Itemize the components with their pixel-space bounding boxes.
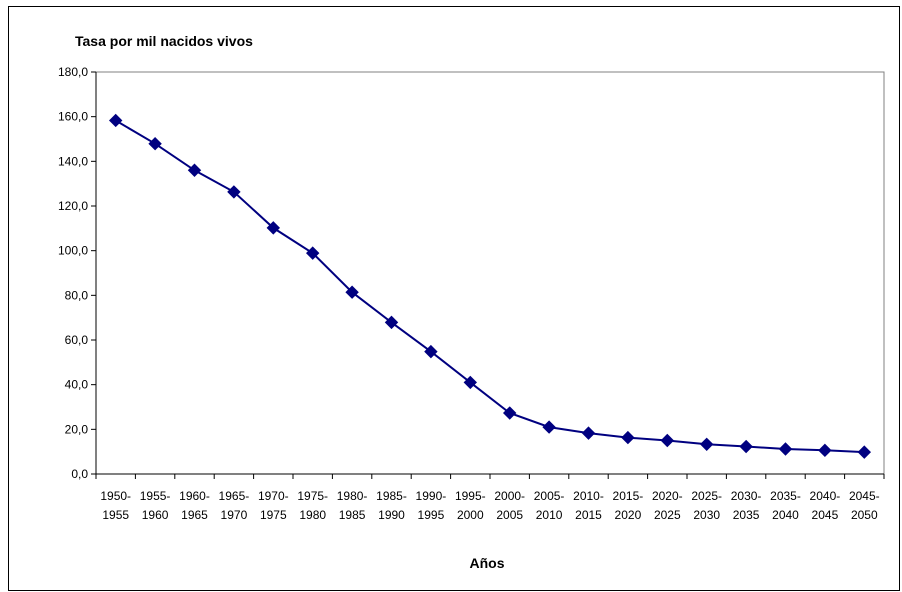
data-point xyxy=(818,443,832,458)
y-axis: 0,0 20,0 40,0 60,0 80,0 100,0 120,0 140,0 160,0 1… xyxy=(58,65,97,481)
y-tick-label: 120,0 xyxy=(58,199,88,213)
series-line xyxy=(108,113,872,459)
y-axis-title: Tasa por mil nacidos vivos xyxy=(75,33,253,49)
x-tick-label: 1975-1980 xyxy=(297,489,328,522)
x-tick-label: 2030-2035 xyxy=(731,489,762,522)
x-tick-label: 1965-1970 xyxy=(219,489,250,522)
data-point xyxy=(187,163,202,177)
x-tick-label: 1995-2000 xyxy=(455,489,486,522)
x-tick-label: 2005-2010 xyxy=(534,489,565,522)
data-point xyxy=(463,375,478,390)
y-tick-label: 20,0 xyxy=(65,422,89,436)
y-tick-label: 140,0 xyxy=(58,154,88,168)
x-tick-label: 2045-2050 xyxy=(849,489,880,522)
x-tick-label: 1980-1985 xyxy=(337,489,368,522)
x-tick-label: 1960-1965 xyxy=(179,489,210,522)
data-point xyxy=(384,315,399,330)
data-point xyxy=(424,344,438,359)
data-point xyxy=(778,442,793,456)
x-tick-label: 1950-1955 xyxy=(100,489,131,522)
x-tick-label: 2035-2040 xyxy=(770,489,801,522)
data-point xyxy=(108,113,123,128)
y-tick-label: 60,0 xyxy=(65,333,89,347)
data-point xyxy=(621,430,635,445)
data-point xyxy=(660,433,675,448)
data-point xyxy=(542,420,556,434)
y-tick-label: 80,0 xyxy=(65,288,89,302)
x-tick-label: 1985-1990 xyxy=(376,489,407,522)
data-point xyxy=(502,406,517,420)
data-point xyxy=(305,246,320,260)
x-tick-label: 1970-1975 xyxy=(258,489,289,522)
y-tick-label: 180,0 xyxy=(58,65,88,79)
series-polyline xyxy=(115,119,865,454)
data-point xyxy=(266,221,281,235)
y-tick-label: 0,0 xyxy=(71,467,88,481)
x-axis: 1950-1955 1955-1960 1960-1965 1965-1970 1970… xyxy=(95,473,885,522)
x-tick-label: 1955-1960 xyxy=(140,489,171,522)
x-tick-label: 2000-2005 xyxy=(494,489,525,522)
data-point xyxy=(581,426,596,440)
x-tick-label: 2025-2030 xyxy=(691,489,722,522)
x-tick-label: 2040-2045 xyxy=(810,489,841,522)
x-tick-label: 2015-2020 xyxy=(613,489,644,522)
data-point xyxy=(739,439,753,454)
data-point xyxy=(857,445,872,459)
y-tick-label: 160,0 xyxy=(58,110,88,124)
x-tick-label: 2010-2015 xyxy=(573,489,604,522)
y-tick-label: 100,0 xyxy=(58,244,88,258)
x-axis-title: Años xyxy=(470,555,505,571)
data-point xyxy=(699,437,714,452)
y-tick-label: 40,0 xyxy=(65,378,89,392)
data-point xyxy=(148,136,162,151)
plot-area xyxy=(95,71,885,475)
data-point xyxy=(227,185,241,199)
x-tick-label: 2020-2025 xyxy=(652,489,683,522)
data-point xyxy=(345,285,359,299)
x-tick-label: 1990-1995 xyxy=(416,489,447,522)
